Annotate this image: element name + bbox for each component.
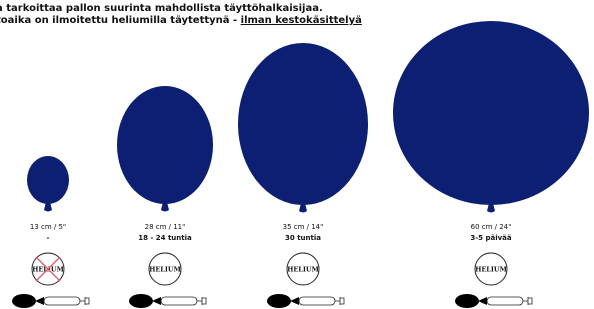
badge-text: HELIUM [149,266,181,274]
header-text: toaika on ilmoitettu heliumilla täytetty… [0,15,241,26]
pump-nozzle [152,297,161,305]
pump-balloon [12,294,36,308]
header-line: a tarkoittaa pallon suurinta mahdollista… [0,3,323,14]
balloon [238,43,368,205]
pump-body [299,297,335,305]
pump-body [44,297,80,305]
pump-handle [335,297,344,305]
header-line: toaika on ilmoitettu heliumilla täytetty… [0,15,362,26]
pump-body [487,297,523,305]
duration-label: 3-5 päivää [470,234,512,242]
size-label: 35 cm / 14" [283,223,324,231]
size-label: 13 cm / 5" [30,223,66,231]
balloon-item: 13 cm / 5"-HELIUM [12,156,89,308]
badge-text: HELIUM [475,266,507,274]
balloon-item: 60 cm / 24" 3-5 päivää HELIUM [393,21,589,308]
pump-handle [80,297,89,305]
pump-balloon [455,294,479,308]
balloon [393,21,589,205]
balloon [117,86,213,204]
pump-nozzle [478,297,487,305]
pump-balloon [129,294,153,308]
size-label: 28 cm / 11" [145,223,186,231]
balloon [27,156,69,204]
balloon-item: 35 cm / 14" 30 tuntia HELIUM [238,43,368,308]
pump-handle [197,297,206,305]
duration-label: - [47,234,50,242]
pump-handle [523,297,532,305]
balloon-row: 13 cm / 5" - HELIUM 28 cm / 11" 18 - 24 tunt… [12,21,589,308]
header-link[interactable]: ilman kestokäsittelyä [241,15,362,26]
pump-nozzle [290,297,299,305]
size-label: 60 cm / 24" [471,223,512,231]
infographic: a tarkoittaa pallon suurinta mahdollista… [0,0,594,309]
duration-label: 30 tuntia [285,234,321,242]
pump-body [161,297,197,305]
pump-balloon [267,294,291,308]
pump-nozzle [35,297,44,305]
badge-text: HELIUM [287,266,319,274]
duration-label: 18 - 24 tuntia [138,234,192,242]
balloon-item: 28 cm / 11" 18 - 24 tuntia HELIUM [117,86,213,308]
